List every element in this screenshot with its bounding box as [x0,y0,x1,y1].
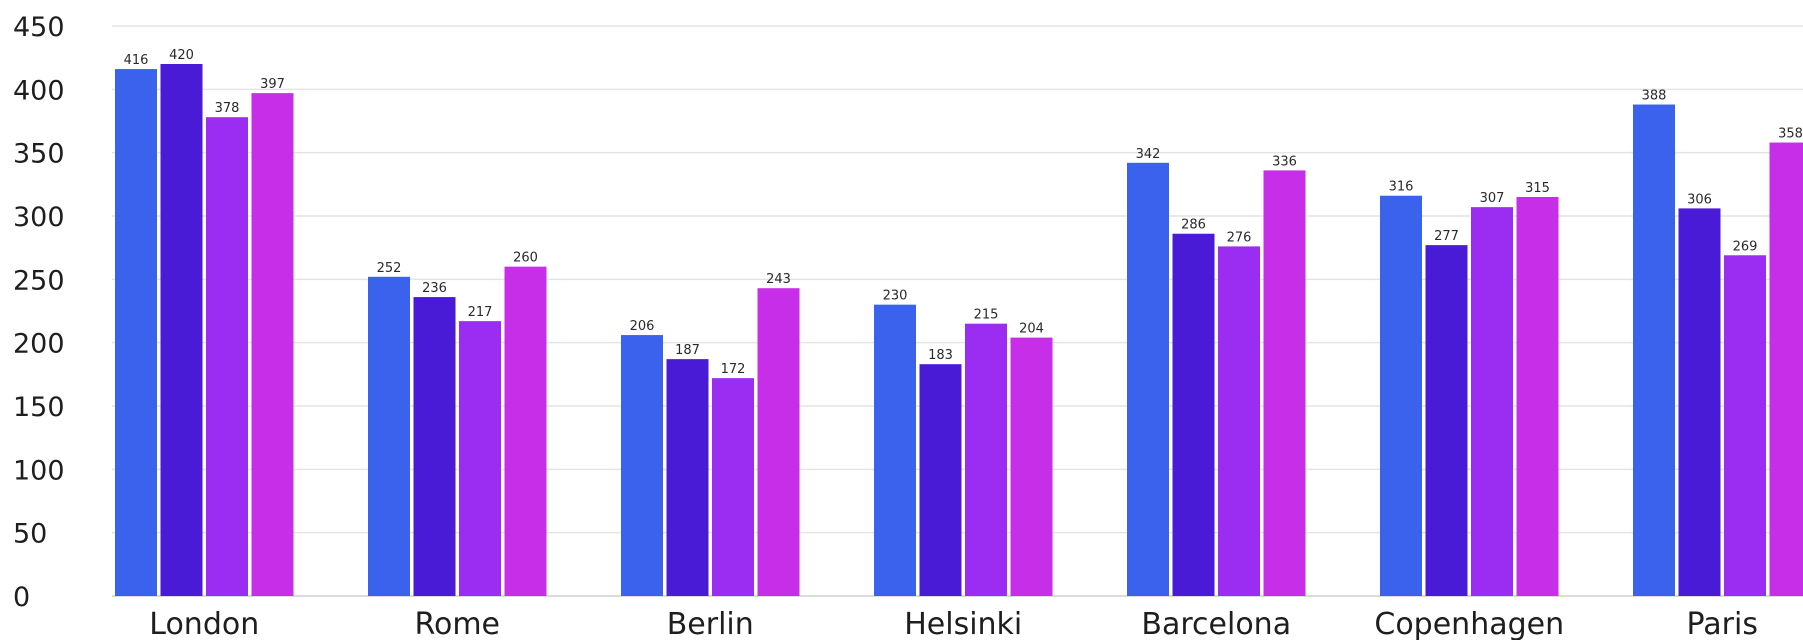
data-label: 342 [1136,147,1161,162]
y-tick-label: 0 [13,582,30,613]
data-label: 187 [675,343,700,358]
data-label: 286 [1181,218,1206,233]
data-label: 316 [1389,180,1414,195]
bar-berlin-series-2 [666,359,709,596]
data-label: 388 [1642,89,1667,104]
data-label: 243 [766,272,791,287]
bars [115,64,1803,597]
bar-helsinki-series-4 [1010,337,1053,596]
y-tick-label: 150 [13,392,65,423]
bar-copenhagen-series-4 [1516,197,1559,596]
bar-berlin-series-3 [712,378,754,596]
x-category-label-london: London [149,607,259,640]
data-label: 230 [883,289,908,304]
bar-helsinki-series-3 [965,323,1007,596]
bar-london-series-3 [206,117,248,596]
x-category-label-paris: Paris [1687,607,1758,640]
x-axis-category-labels: London Rome Berlin Helsinki Barcelona Copenha… [149,607,1758,640]
data-label: 315 [1525,181,1550,196]
x-category-label-helsinki: Helsinki [904,607,1022,640]
bar-rome-series-3 [459,321,501,596]
bar-rome-series-1 [368,276,410,596]
bar-barcelona-series-1 [1127,162,1169,597]
data-label: 397 [260,77,285,92]
bar-london-series-2 [160,64,203,596]
x-category-label-rome: Rome [414,607,500,640]
data-label: 358 [1778,127,1803,142]
data-label: 215 [974,308,999,323]
data-label: 206 [630,319,655,334]
data-label: 260 [513,251,538,266]
data-label: 307 [1480,191,1505,206]
data-label: 183 [928,348,953,363]
data-label: 204 [1019,322,1044,337]
x-category-label-barcelona: Barcelona [1141,607,1291,640]
bar-barcelona-series-2 [1172,233,1215,596]
data-label: 276 [1227,230,1252,245]
data-label: 172 [721,362,746,377]
data-label: 236 [422,281,447,296]
y-axis-tick-labels: 0 50 100 150 200 250 300 350 400 450 [13,12,65,613]
y-tick-label: 450 [13,12,65,43]
y-tick-label: 300 [13,202,65,233]
bar-helsinki-series-1 [874,304,916,596]
y-tick-label: 200 [13,329,65,360]
data-label: 269 [1733,239,1758,254]
data-label: 336 [1272,154,1297,169]
bar-helsinki-series-2 [919,364,962,596]
bar-copenhagen-series-1 [1380,195,1422,596]
data-labels: 416 420 378 397 252 236 217 260 206 187 172 243 230 1… [124,48,1803,377]
bar-barcelona-series-3 [1218,246,1260,596]
y-tick-label: 50 [13,519,47,550]
x-category-label-copenhagen: Copenhagen [1374,607,1564,640]
data-label: 416 [124,53,149,68]
data-label: 277 [1434,229,1459,244]
bar-barcelona-series-4 [1263,170,1306,596]
data-label: 252 [377,261,402,276]
x-category-label-berlin: Berlin [667,607,754,640]
data-label: 378 [215,101,240,116]
bar-copenhagen-series-3 [1471,207,1513,596]
y-tick-label: 350 [13,139,65,170]
bar-copenhagen-series-2 [1425,245,1468,596]
bar-paris-series-3 [1724,255,1766,596]
data-label: 420 [169,48,194,63]
data-label: 306 [1687,192,1712,207]
y-tick-label: 400 [13,75,65,106]
bar-rome-series-4 [504,266,547,596]
y-tick-label: 100 [13,455,65,486]
y-tick-label: 250 [13,265,65,296]
bar-london-series-1 [115,69,157,597]
bar-rome-series-2 [413,297,456,596]
data-label: 217 [468,305,493,320]
bar-paris-series-1 [1633,104,1675,597]
bar-paris-series-2 [1678,208,1721,596]
bar-berlin-series-1 [621,335,663,596]
bar-london-series-4 [251,93,294,596]
bar-paris-series-4 [1769,142,1803,597]
bar-berlin-series-4 [757,288,800,596]
